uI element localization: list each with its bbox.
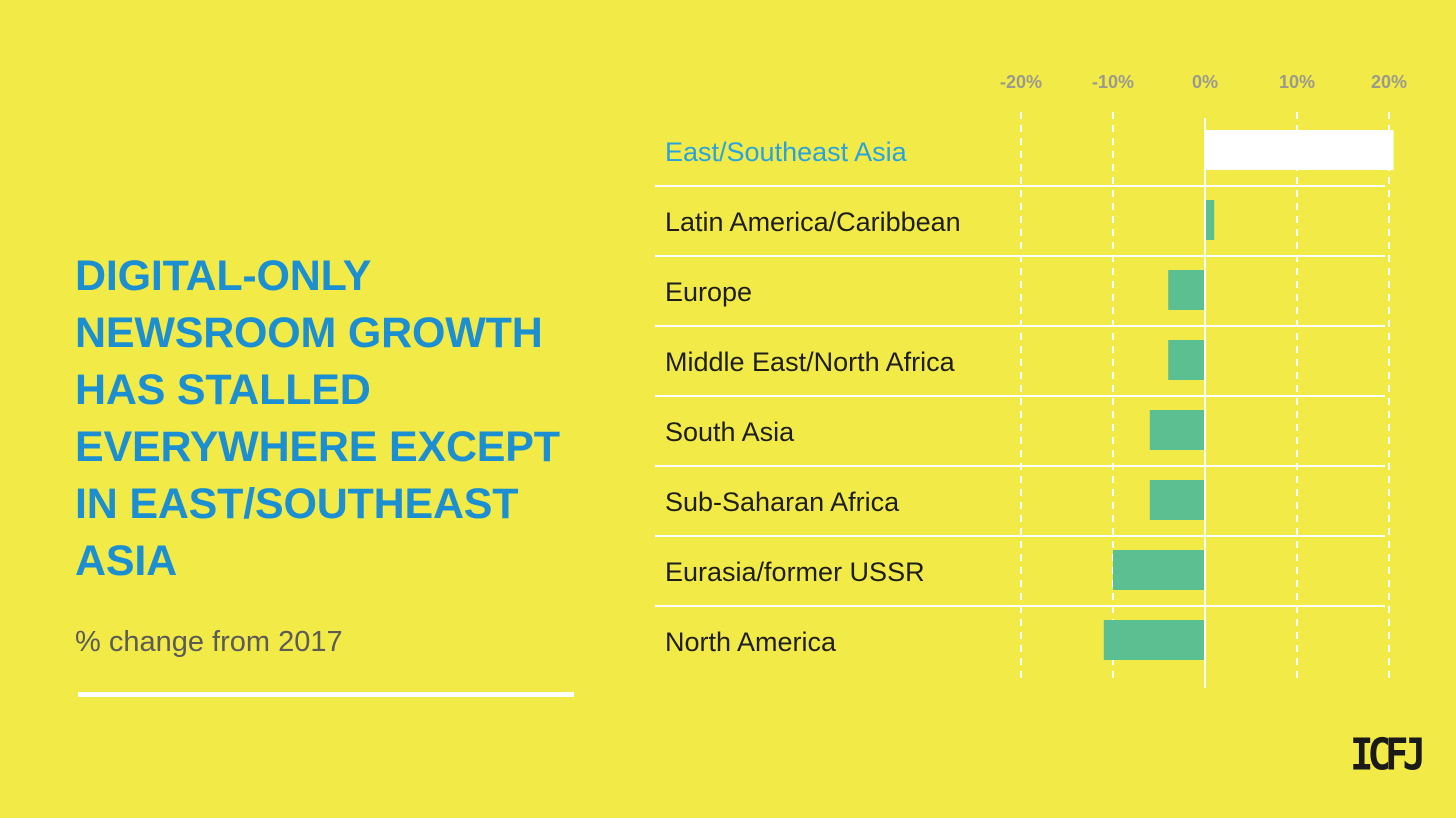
chart-title: DIGITAL-ONLY NEWSROOM GROWTH HAS STALLED…: [75, 252, 560, 585]
x-tick-label: 10%: [1279, 72, 1315, 92]
bar-north-america: [1103, 620, 1205, 660]
title-divider: [78, 692, 574, 697]
category-label: North America: [665, 627, 837, 657]
bar-east-southeast-asia: [1205, 130, 1394, 170]
category-label: Sub-Saharan Africa: [665, 487, 900, 517]
category-label: South Asia: [665, 417, 795, 447]
category-label: Latin America/Caribbean: [665, 207, 961, 237]
chart-subtitle: % change from 2017: [75, 626, 343, 658]
category-label: East/Southeast Asia: [665, 137, 908, 167]
bar-middle-east-north-africa: [1168, 340, 1205, 380]
x-tick-label: 0%: [1192, 72, 1218, 92]
row-separators: [655, 185, 1385, 607]
category-label: Eurasia/former USSR: [665, 557, 925, 587]
x-tick-labels: -20% -10% 0% 10% 20%: [1000, 72, 1407, 92]
icfj-logo: ICFJ: [1350, 730, 1426, 781]
bar-latin-america-caribbean: [1205, 200, 1215, 240]
bar-europe: [1168, 270, 1205, 310]
bar-south-asia: [1149, 410, 1205, 450]
bar-eurasia-former-ussr: [1113, 550, 1205, 590]
x-tick-label: -10%: [1092, 72, 1134, 92]
x-tick-label: 20%: [1371, 72, 1407, 92]
bar-sub-saharan-africa: [1149, 480, 1205, 520]
category-label: Europe: [665, 277, 752, 307]
category-label: Middle East/North Africa: [665, 347, 956, 377]
bars: [1103, 130, 1394, 660]
x-tick-label: -20%: [1000, 72, 1042, 92]
category-labels: East/Southeast Asia Latin America/Caribbe…: [665, 137, 961, 657]
